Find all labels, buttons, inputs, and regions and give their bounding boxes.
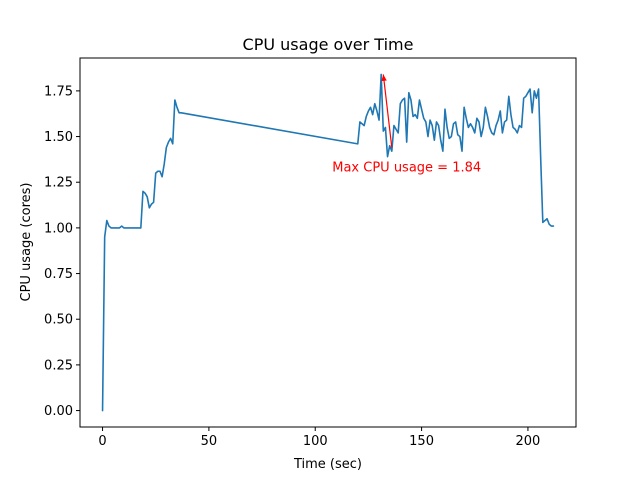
y-tick-label: 0.25: [44, 358, 73, 373]
annotation-layer: Max CPU usage = 1.84: [332, 74, 481, 176]
y-axis-title: CPU usage (cores): [19, 183, 34, 302]
annotation-arrowhead: [381, 74, 387, 82]
x-tick-label: 0: [98, 434, 106, 449]
x-axis-title: Time (sec): [293, 457, 362, 472]
y-tick-label: 1.25: [44, 176, 73, 191]
x-tick-label: 200: [516, 434, 541, 449]
y-tick-label: 1.50: [44, 130, 73, 145]
y-tick-label: 0.75: [44, 267, 73, 282]
plot-background: [80, 58, 576, 427]
y-tick-label: 0.00: [44, 404, 73, 419]
series-line-cpu-usage: [101, 73, 555, 412]
annotation-label: Max CPU usage = 1.84: [332, 161, 481, 176]
x-tick-label: 100: [303, 434, 328, 449]
y-tick-label: 0.50: [44, 313, 73, 328]
x-tick-label: 50: [201, 434, 218, 449]
y-axis: 0.00 0.25 0.50 0.75 1.00 1.25 1.50 1.75: [44, 84, 80, 419]
plot-area: 0 50 100 150 200 0.00 0.25 0.50 0.75 1.00 1.25 1.5…: [44, 57, 577, 449]
y-tick-label: 1.00: [44, 221, 73, 236]
x-axis: 0 50 100 150 200: [98, 427, 540, 449]
series-layer: [101, 73, 555, 412]
plot-frame: [79, 57, 577, 428]
x-tick-label: 150: [409, 434, 434, 449]
y-tick-label: 1.75: [44, 84, 73, 99]
annotation-arrow-line: [382, 74, 393, 148]
chart-title: CPU usage over Time: [243, 35, 414, 54]
